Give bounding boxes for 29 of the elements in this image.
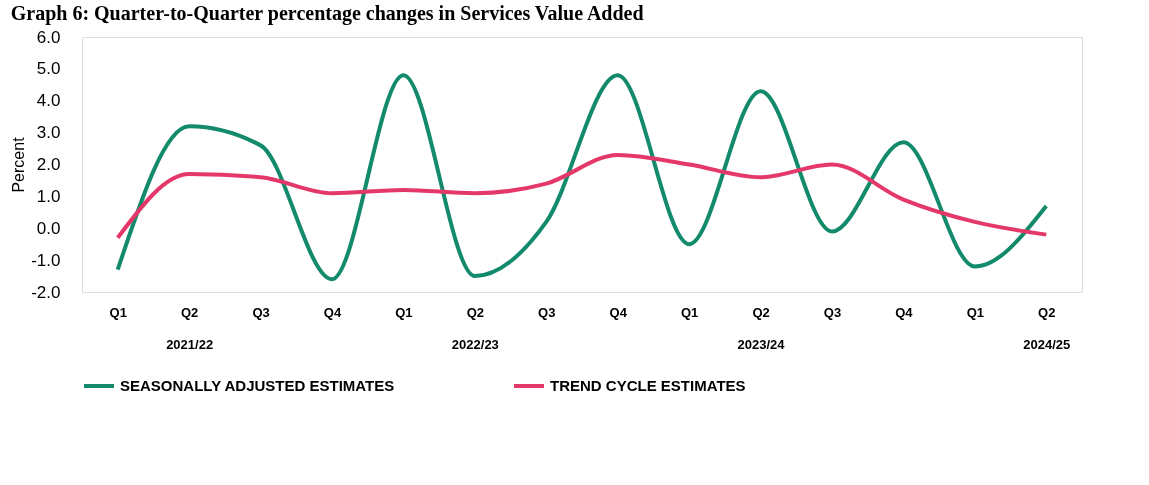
y-tick-label: 3.0 xyxy=(36,123,61,143)
x-tick-label: Q1 xyxy=(966,304,985,320)
y-tick-label: 6.0 xyxy=(36,27,61,47)
category-label: Q2 2024/25 xyxy=(1023,304,1071,352)
x-tick-label: Q1 xyxy=(680,304,699,320)
y-tick-label: 4.0 xyxy=(36,91,61,111)
x-tick-label: Q4 xyxy=(323,304,342,320)
legend-label: TREND CYCLE ESTIMATES xyxy=(550,377,746,394)
x-tick-label: Q3 xyxy=(538,304,556,320)
line-series xyxy=(115,73,1049,282)
y-axis-title: Percent xyxy=(10,136,28,193)
category-label: Q2 2021/22 xyxy=(166,304,214,352)
y-tick-label: -2.0 xyxy=(31,282,61,302)
x-tick-label: Q4 xyxy=(609,304,628,320)
y-tick-label: 2.0 xyxy=(36,155,61,174)
y-tick-label: 5.0 xyxy=(36,59,61,79)
y-tick-label: 0.0 xyxy=(36,218,61,238)
legend-label: SEASONALLY ADJUSTED ESTIMATES xyxy=(120,377,395,394)
x-tick-label: Q1 xyxy=(109,304,127,320)
x-tick-label: Q4 xyxy=(895,304,914,320)
chart-title: Graph 6: Quarter-to-Quarter percentage changes in Services Value Added xyxy=(10,2,644,25)
line-series xyxy=(115,152,1049,240)
category-label: Q2 2022/23 xyxy=(451,304,499,352)
x-tick-label: Q1 xyxy=(395,304,413,320)
y-tick-label: -1.0 xyxy=(31,250,61,270)
y-tick-label: 1.0 xyxy=(36,186,61,206)
category-label: Q2 2023/24 xyxy=(737,304,785,352)
x-tick-label: Q3 xyxy=(252,304,270,320)
x-tick-label: Q3 xyxy=(823,304,842,320)
